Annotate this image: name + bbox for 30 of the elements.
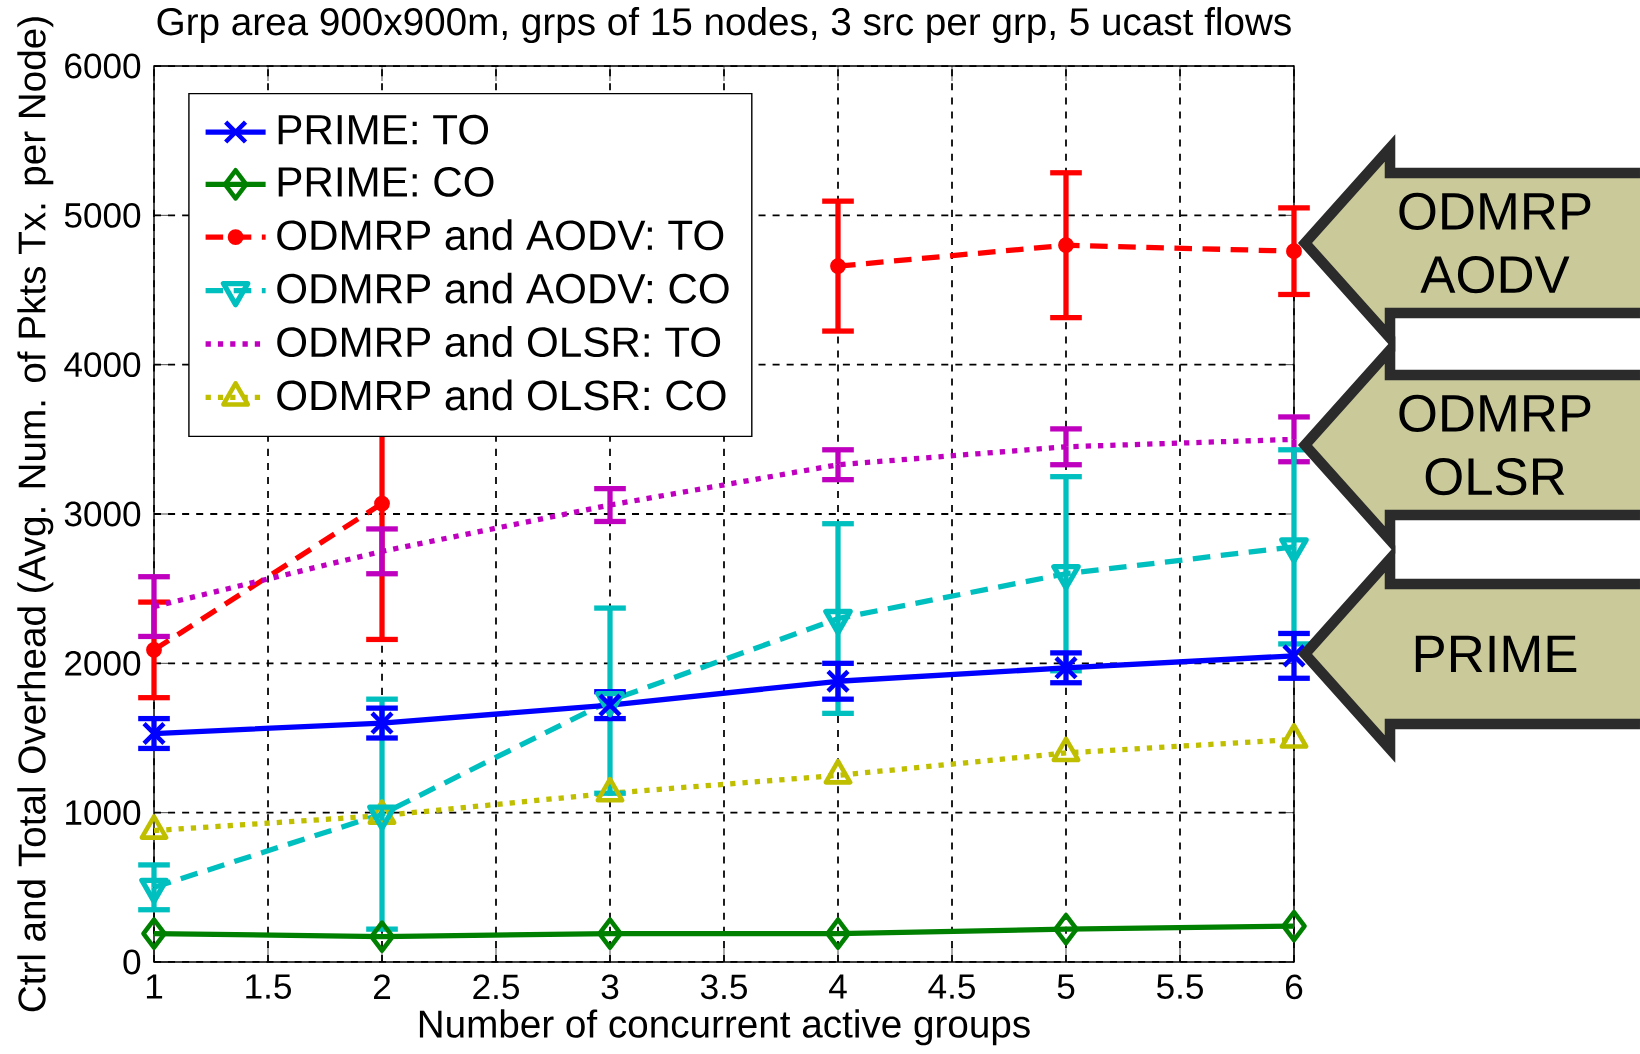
- legend-label: ODMRP and OLSR: CO: [277, 379, 726, 411]
- legend-label: ODMRP and AODV: CO: [277, 272, 729, 304]
- y-tick-label: 3000: [64, 501, 141, 527]
- text: PRIME: [1415, 635, 1577, 673]
- x-tick-label: 3.5: [700, 974, 747, 1000]
- legend-label: ODMRP and OLSR: TO: [277, 326, 721, 358]
- x-tick-label: 1: [146, 974, 163, 999]
- x-tick-label: 5: [1057, 974, 1075, 999]
- text: ODMRP AODV: [1399, 192, 1591, 294]
- text: ODMRP OLSR: [1399, 394, 1591, 496]
- y-tick-label: 1000: [66, 800, 141, 826]
- y-tick-label: 0: [123, 949, 141, 975]
- y-tick-label: 2000: [65, 650, 141, 676]
- x-tick-label: 4: [829, 974, 847, 999]
- x-axis-title: Number of concurrent active groups: [419, 1009, 1030, 1046]
- chart-title: Grp area 900x900m, grps of 15 nodes, 3 src per grp, 5 ucast flows: [157, 7, 1291, 44]
- y-tick-label: 5000: [64, 202, 141, 228]
- x-tick-label: 2: [374, 974, 391, 999]
- x-tick-label: 6: [1285, 974, 1303, 1000]
- x-tick-label: 3: [601, 974, 619, 1000]
- legend-label: PRIME: CO: [278, 166, 494, 197]
- y-tick-label: 4000: [64, 352, 141, 378]
- legend-label: ODMRP and AODV: TO: [277, 219, 724, 251]
- y-tick-label: 6000: [65, 53, 141, 79]
- x-tick-label: 4.5: [928, 974, 975, 999]
- x-tick-label: 2.5: [473, 974, 519, 1000]
- x-tick-label: 5.5: [1157, 974, 1203, 999]
- legend-label: PRIME: TO: [278, 114, 489, 145]
- y-axis-title: Ctrl and Total Overhead (Avg. Num. of Pkts Tx. per Node): [17, 17, 54, 1012]
- x-tick-label: 1.5: [246, 974, 291, 999]
